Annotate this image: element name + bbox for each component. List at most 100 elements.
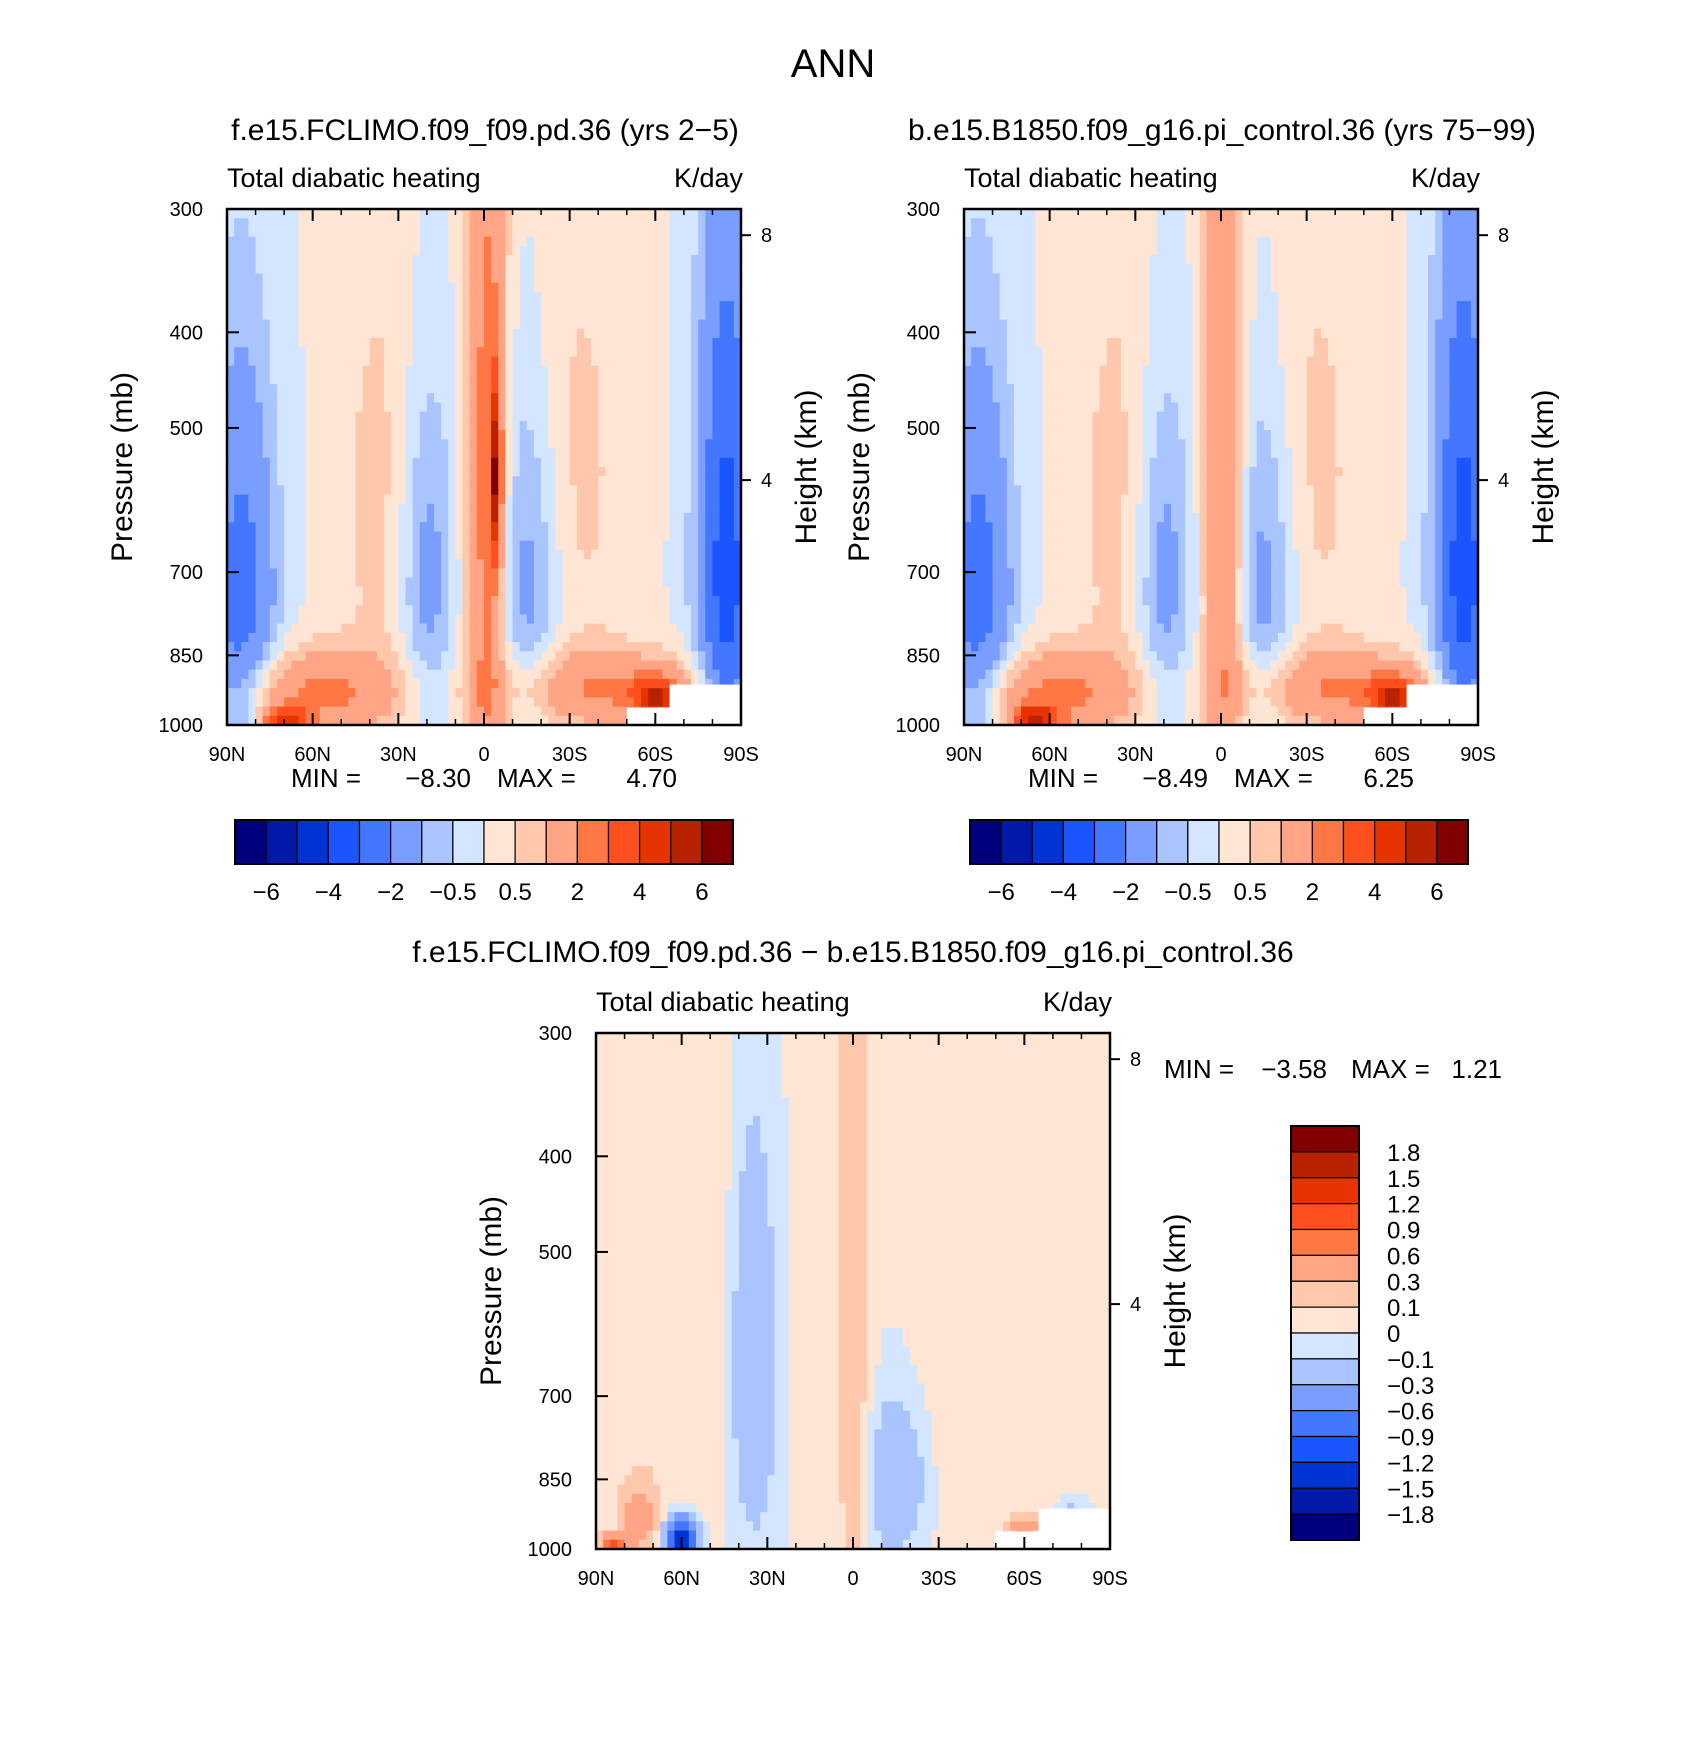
contour-cell <box>298 292 306 302</box>
contour-cell <box>520 439 528 449</box>
contour-cell <box>634 255 642 265</box>
contour-cell <box>1228 218 1236 228</box>
contour-cell <box>463 393 471 403</box>
contour-cell <box>648 679 656 689</box>
contour-cell <box>598 403 606 413</box>
contour-cell <box>1085 227 1093 237</box>
contour-cell <box>327 292 335 302</box>
contour-cell <box>413 614 421 624</box>
contour-cell <box>978 227 986 237</box>
contour-cell <box>1307 209 1315 219</box>
contour-cell <box>1007 283 1015 293</box>
contour-cell <box>648 568 656 578</box>
contour-cell <box>655 697 663 707</box>
contour-cell <box>584 522 592 532</box>
contour-cell <box>1200 246 1208 256</box>
contour-cell <box>427 495 435 505</box>
contour-cell <box>1064 218 1072 228</box>
contour-cell <box>1321 227 1329 237</box>
contour-cell <box>277 255 285 265</box>
contour-cell <box>1050 301 1058 311</box>
contour-cell <box>634 467 642 477</box>
contour-cell <box>971 255 979 265</box>
contour-cell <box>348 227 356 237</box>
contour-cell <box>470 485 478 495</box>
contour-cell <box>505 255 513 265</box>
contour-cell <box>484 476 492 486</box>
contour-cell <box>334 578 342 588</box>
contour-cell <box>1407 246 1415 256</box>
contour-cell <box>377 246 385 256</box>
contour-cell <box>298 338 306 348</box>
contour-cell <box>413 384 421 394</box>
contour-cell <box>398 614 406 624</box>
contour-cell <box>348 670 356 680</box>
contour-cell <box>670 393 678 403</box>
contour-cell <box>534 412 542 422</box>
contour-cell <box>270 568 278 578</box>
contour-cell <box>263 651 271 661</box>
contour-cell <box>620 541 628 551</box>
contour-cell <box>484 209 492 219</box>
contour-cell <box>1164 209 1172 219</box>
contour-cell <box>241 596 249 606</box>
contour-cell <box>405 292 413 302</box>
contour-cell <box>534 366 542 376</box>
contour-cell <box>548 568 556 578</box>
contour-cell <box>470 218 478 228</box>
contour-cell <box>1207 283 1215 293</box>
contour-cell <box>698 283 706 293</box>
contour-cell <box>1221 292 1229 302</box>
contour-cell <box>993 246 1001 256</box>
contour-cell <box>284 707 292 717</box>
contour-cell <box>1435 255 1443 265</box>
contour-cell <box>348 439 356 449</box>
contour-cell <box>1071 255 1079 265</box>
contour-cell <box>327 550 335 560</box>
contour-cell <box>420 476 428 486</box>
contour-cell <box>698 255 706 265</box>
contour-cell <box>291 255 299 265</box>
contour-cell <box>598 255 606 265</box>
contour-cell <box>1357 255 1365 265</box>
contour-cell <box>370 347 378 357</box>
contour-cell <box>513 541 521 551</box>
contour-cell <box>520 642 528 652</box>
contour-cell <box>1328 310 1336 320</box>
contour-cell <box>241 403 249 413</box>
contour-cell <box>270 246 278 256</box>
contour-cell <box>384 458 392 468</box>
contour-cell <box>691 301 699 311</box>
contour-cell <box>570 697 578 707</box>
contour-cell <box>648 661 656 671</box>
contour-cell <box>627 624 635 634</box>
contour-cell <box>241 495 249 505</box>
contour-cell <box>577 605 585 615</box>
contour-cell <box>298 661 306 671</box>
contour-cell <box>1449 255 1457 265</box>
contour-cell <box>463 218 471 228</box>
contour-cell <box>484 614 492 624</box>
contour-cell <box>334 688 342 698</box>
contour-cell <box>284 532 292 542</box>
contour-cell <box>634 246 642 256</box>
contour-cell <box>563 264 571 274</box>
contour-cell <box>1057 237 1065 247</box>
contour-cell <box>298 430 306 440</box>
contour-cell <box>284 467 292 477</box>
contour-cell <box>598 292 606 302</box>
contour-cell <box>1414 246 1422 256</box>
contour-cell <box>270 356 278 366</box>
contour-cell <box>384 485 392 495</box>
contour-cell <box>370 310 378 320</box>
contour-cell <box>363 679 371 689</box>
contour-cell <box>677 430 685 440</box>
contour-cell <box>971 320 979 330</box>
contour-cell <box>520 338 528 348</box>
contour-cell <box>256 237 264 247</box>
contour-cell <box>370 246 378 256</box>
contour-cell <box>712 651 720 661</box>
contour-cell <box>563 670 571 680</box>
contour-cell <box>548 661 556 671</box>
contour-cell <box>370 237 378 247</box>
